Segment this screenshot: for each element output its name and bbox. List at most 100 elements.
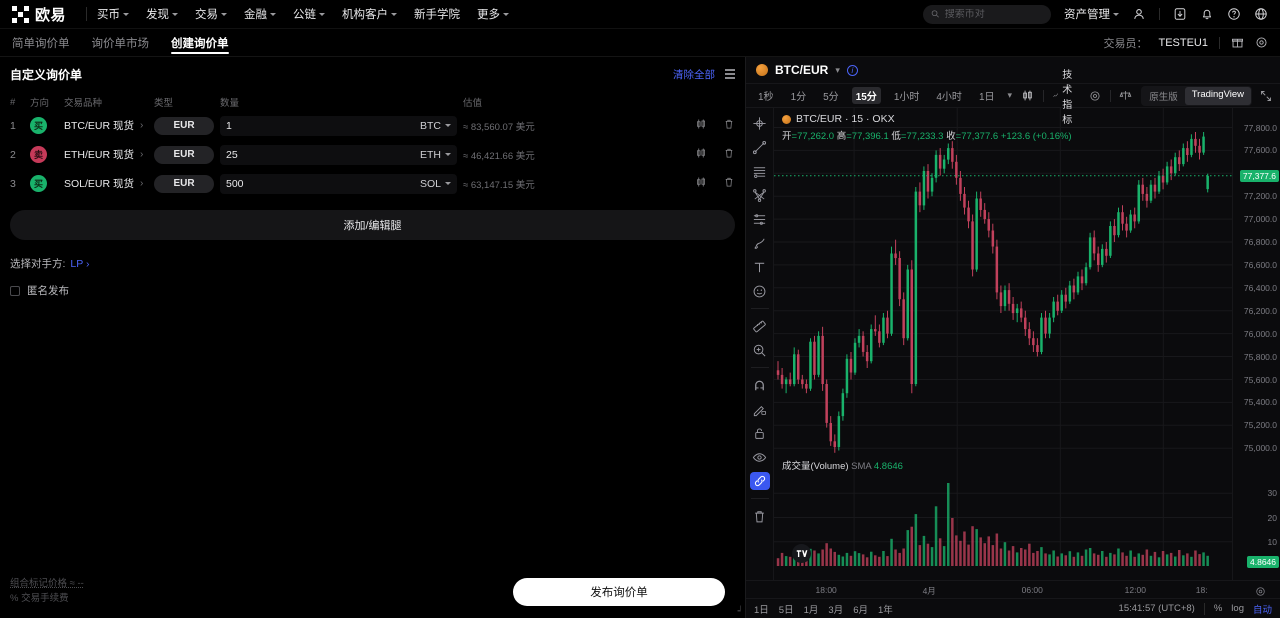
text-icon[interactable] — [750, 258, 770, 276]
type-pill[interactable]: EUR — [154, 116, 214, 135]
trend-line-icon[interactable] — [750, 138, 770, 156]
chevron-right-icon[interactable]: › — [140, 149, 144, 160]
range-1mo[interactable]: 1月 — [803, 604, 819, 616]
currency-selector[interactable]: BTC — [420, 120, 451, 132]
ruler-icon[interactable] — [750, 317, 770, 335]
timeframe-1h[interactable]: 1小时 — [893, 92, 920, 103]
tab-create-rfq[interactable]: 创建询价单 — [171, 29, 229, 57]
delete-icon[interactable] — [723, 118, 735, 133]
anonymous-publish-row[interactable]: 匿名发布 — [0, 271, 745, 298]
assets-management-menu[interactable]: 资产管理 — [1064, 6, 1119, 22]
pitchfork-icon[interactable] — [750, 186, 770, 204]
range-3mo[interactable]: 3月 — [828, 604, 844, 616]
nav-item-discover[interactable]: 发现 — [146, 6, 179, 22]
chart-type-icon[interactable] — [1021, 89, 1034, 102]
chevron-right-icon[interactable]: › — [140, 120, 144, 131]
anonymous-checkbox[interactable] — [10, 285, 20, 296]
scale-auto-toggle[interactable]: 自动 — [1252, 604, 1272, 616]
range-1y[interactable]: 1年 — [877, 604, 893, 616]
timeframe-1m[interactable]: 1分 — [790, 92, 807, 103]
chart-settings-gear-icon[interactable] — [1089, 90, 1101, 102]
timeframe-1s[interactable]: 1秒 — [758, 92, 774, 103]
range-1d[interactable]: 1日 — [754, 604, 769, 616]
tab-simple-rfq[interactable]: 简单询价单 — [12, 37, 70, 50]
instrument-cell[interactable]: ETH/EUR 现货 › — [64, 147, 154, 162]
timeframe-4h[interactable]: 4小时 — [936, 92, 962, 103]
okx-logo[interactable]: 欧易 — [12, 4, 66, 25]
candlestick-plot[interactable] — [774, 108, 1232, 580]
time-axis[interactable]: 18:00 4月 06:00 12:00 18: — [746, 580, 1280, 598]
crosshair-icon[interactable] — [750, 114, 770, 132]
side-badge-sell[interactable]: 卖 — [30, 146, 47, 163]
resize-handle[interactable]: ┙ — [737, 606, 743, 616]
tab-rfq-market[interactable]: 询价单市场 — [91, 37, 150, 50]
delete-icon[interactable] — [723, 176, 735, 191]
quantity-cell[interactable]: ETH — [220, 144, 457, 165]
side-cell[interactable]: 卖 — [30, 146, 64, 163]
counterparty-value[interactable]: LP › — [70, 257, 90, 270]
nav-item-trade[interactable]: 交易 — [195, 6, 228, 22]
side-cell[interactable]: 买 — [30, 117, 64, 134]
side-cell[interactable]: 买 — [30, 175, 64, 192]
chart-plot-wrapper[interactable]: BTC/EUR · 15 · OKX 开=77,262.0 高=77,396.1… — [774, 108, 1280, 580]
instrument-cell[interactable]: BTC/EUR 现货 › — [64, 118, 154, 133]
link-icon[interactable] — [749, 472, 770, 490]
user-icon[interactable] — [1132, 7, 1146, 21]
range-6mo[interactable]: 6月 — [853, 604, 868, 616]
indicators-button[interactable]: 技术指标 — [1052, 66, 1080, 126]
pencil-lock-icon[interactable] — [750, 400, 770, 418]
timeframe-1d[interactable]: 1日 — [978, 92, 995, 103]
eye-icon[interactable] — [750, 448, 770, 466]
delete-icon[interactable] — [723, 147, 735, 162]
compare-icon[interactable] — [1119, 89, 1132, 102]
instrument-cell[interactable]: SOL/EUR 现货 › — [64, 176, 154, 191]
nav-item-academy[interactable]: 新手学院 — [414, 6, 460, 22]
horizontal-lines-icon[interactable] — [750, 162, 770, 180]
table-row[interactable]: 2 卖 ETH/EUR 现货 › EUR ETH — [0, 140, 745, 169]
fib-retracement-icon[interactable] — [750, 210, 770, 228]
quantity-input[interactable] — [226, 144, 420, 165]
type-pill[interactable]: EUR — [154, 174, 214, 193]
currency-selector[interactable]: ETH — [420, 149, 451, 161]
quantity-input[interactable] — [226, 115, 420, 136]
search-input[interactable] — [944, 8, 1043, 20]
range-5d[interactable]: 5日 — [778, 604, 794, 616]
help-icon[interactable] — [1227, 7, 1241, 21]
publish-rfq-button[interactable]: 发布询价单 — [513, 578, 725, 606]
side-badge-buy[interactable]: 买 — [30, 117, 47, 134]
candlestick-icon[interactable] — [695, 118, 707, 133]
gift-icon[interactable] — [1231, 36, 1244, 49]
quantity-cell[interactable]: SOL — [220, 173, 457, 194]
scale-log-toggle[interactable]: log — [1231, 603, 1244, 614]
trash-icon[interactable] — [750, 507, 770, 525]
side-badge-buy[interactable]: 买 — [30, 175, 47, 192]
download-icon[interactable] — [1173, 7, 1187, 21]
nav-item-institutional[interactable]: 机构客户 — [342, 6, 398, 22]
chevron-down-icon[interactable]: ▾ — [1007, 90, 1013, 100]
view-mode-native[interactable]: 原生版 — [1149, 91, 1178, 103]
zoom-in-icon[interactable] — [750, 341, 770, 359]
add-edit-leg-button[interactable]: 添加/编辑腿 — [10, 210, 735, 240]
scale-percent-toggle[interactable]: % — [1213, 603, 1223, 614]
gear-icon[interactable] — [1255, 36, 1268, 49]
fullscreen-icon[interactable] — [1260, 90, 1272, 102]
chevron-down-icon[interactable]: ▾ — [835, 64, 840, 75]
brush-icon[interactable] — [750, 234, 770, 252]
currency-selector[interactable]: SOL — [420, 178, 451, 190]
emoji-icon[interactable] — [750, 282, 770, 300]
nav-item-more[interactable]: 更多 — [477, 6, 510, 22]
menu-icon[interactable] — [725, 69, 735, 79]
clear-all-button[interactable]: 清除全部 — [673, 68, 715, 81]
lock-icon[interactable] — [750, 424, 770, 442]
info-icon[interactable]: i — [846, 64, 858, 76]
search-box[interactable] — [923, 4, 1051, 24]
candlestick-icon[interactable] — [695, 176, 707, 191]
nav-item-buy-crypto[interactable]: 买币 — [97, 6, 130, 22]
time-axis-settings-icon[interactable] — [1255, 584, 1266, 602]
quantity-input[interactable] — [226, 173, 420, 194]
price-axis[interactable]: 77,800.077,600.077,400.077,200.077,000.0… — [1232, 108, 1280, 580]
nav-item-finance[interactable]: 金融 — [244, 6, 277, 22]
globe-icon[interactable] — [1254, 7, 1268, 21]
view-mode-tradingview[interactable]: TradingView — [1184, 86, 1252, 105]
chevron-right-icon[interactable]: › — [140, 178, 144, 189]
